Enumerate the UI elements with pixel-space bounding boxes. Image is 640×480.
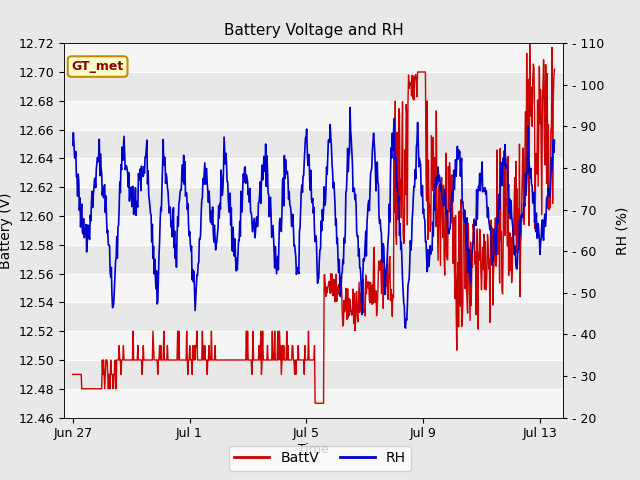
Bar bbox=[64, 274, 563, 302]
Bar bbox=[64, 158, 563, 187]
Bar bbox=[64, 331, 563, 360]
Bar bbox=[64, 245, 563, 274]
Bar bbox=[64, 101, 563, 130]
Bar bbox=[64, 130, 563, 158]
Text: GT_met: GT_met bbox=[72, 60, 124, 73]
Legend: BattV, RH: BattV, RH bbox=[229, 445, 411, 471]
Bar bbox=[64, 72, 563, 101]
Y-axis label: Battery (V): Battery (V) bbox=[0, 192, 13, 269]
Bar bbox=[64, 43, 563, 72]
Bar bbox=[64, 216, 563, 245]
Y-axis label: RH (%): RH (%) bbox=[616, 206, 630, 254]
X-axis label: Time: Time bbox=[298, 443, 329, 456]
Bar bbox=[64, 360, 563, 389]
Bar bbox=[64, 302, 563, 331]
Title: Battery Voltage and RH: Battery Voltage and RH bbox=[224, 23, 403, 38]
Bar bbox=[64, 187, 563, 216]
Bar bbox=[64, 389, 563, 418]
